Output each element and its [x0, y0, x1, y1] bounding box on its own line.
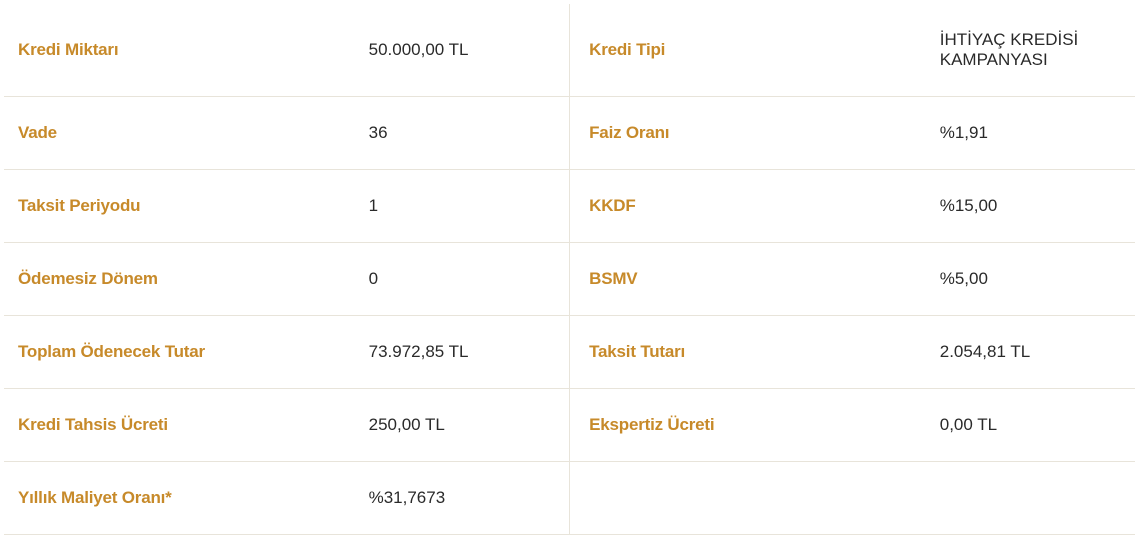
- table-row: Vade 36 Faiz Oranı %1,91: [4, 97, 1135, 170]
- value-odemesiz-donem: 0: [355, 243, 570, 316]
- table-body: Kredi Miktarı 50.000,00 TL Kredi Tipi İH…: [4, 4, 1135, 535]
- value-kkdf: %15,00: [926, 170, 1135, 243]
- value-taksit-tutari: 2.054,81 TL: [926, 316, 1135, 389]
- value-kredi-tahsis-ucreti: 250,00 TL: [355, 389, 570, 462]
- value-taksit-periyodu: 1: [355, 170, 570, 243]
- label-faiz-orani: Faiz Oranı: [575, 97, 926, 170]
- value-empty: [926, 462, 1135, 535]
- value-kredi-miktari: 50.000,00 TL: [355, 4, 570, 97]
- label-taksit-periyodu: Taksit Periyodu: [4, 170, 355, 243]
- value-ekspertiz-ucreti: 0,00 TL: [926, 389, 1135, 462]
- label-kredi-tahsis-ucreti: Kredi Tahsis Ücreti: [4, 389, 355, 462]
- label-odemesiz-donem: Ödemesiz Dönem: [4, 243, 355, 316]
- label-kkdf: KKDF: [575, 170, 926, 243]
- table-row: Toplam Ödenecek Tutar 73.972,85 TL Taksi…: [4, 316, 1135, 389]
- value-faiz-orani: %1,91: [926, 97, 1135, 170]
- label-taksit-tutari: Taksit Tutarı: [575, 316, 926, 389]
- value-toplam-odenecek-tutar: 73.972,85 TL: [355, 316, 570, 389]
- credit-summary-table: Kredi Miktarı 50.000,00 TL Kredi Tipi İH…: [4, 4, 1135, 535]
- label-bsmv: BSMV: [575, 243, 926, 316]
- label-empty: [575, 462, 926, 535]
- table-row: Kredi Tahsis Ücreti 250,00 TL Ekspertiz …: [4, 389, 1135, 462]
- value-bsmv: %5,00: [926, 243, 1135, 316]
- value-yillik-maliyet-orani: %31,7673: [355, 462, 570, 535]
- value-kredi-tipi: İHTİYAÇ KREDİSİ KAMPANYASI: [926, 4, 1135, 97]
- table-row: Kredi Miktarı 50.000,00 TL Kredi Tipi İH…: [4, 4, 1135, 97]
- table-row: Ödemesiz Dönem 0 BSMV %5,00: [4, 243, 1135, 316]
- table-row: Yıllık Maliyet Oranı* %31,7673: [4, 462, 1135, 535]
- label-toplam-odenecek-tutar: Toplam Ödenecek Tutar: [4, 316, 355, 389]
- label-kredi-tipi: Kredi Tipi: [575, 4, 926, 97]
- table-row: Taksit Periyodu 1 KKDF %15,00: [4, 170, 1135, 243]
- label-ekspertiz-ucreti: Ekspertiz Ücreti: [575, 389, 926, 462]
- label-vade: Vade: [4, 97, 355, 170]
- value-vade: 36: [355, 97, 570, 170]
- label-yillik-maliyet-orani: Yıllık Maliyet Oranı*: [4, 462, 355, 535]
- label-kredi-miktari: Kredi Miktarı: [4, 4, 355, 97]
